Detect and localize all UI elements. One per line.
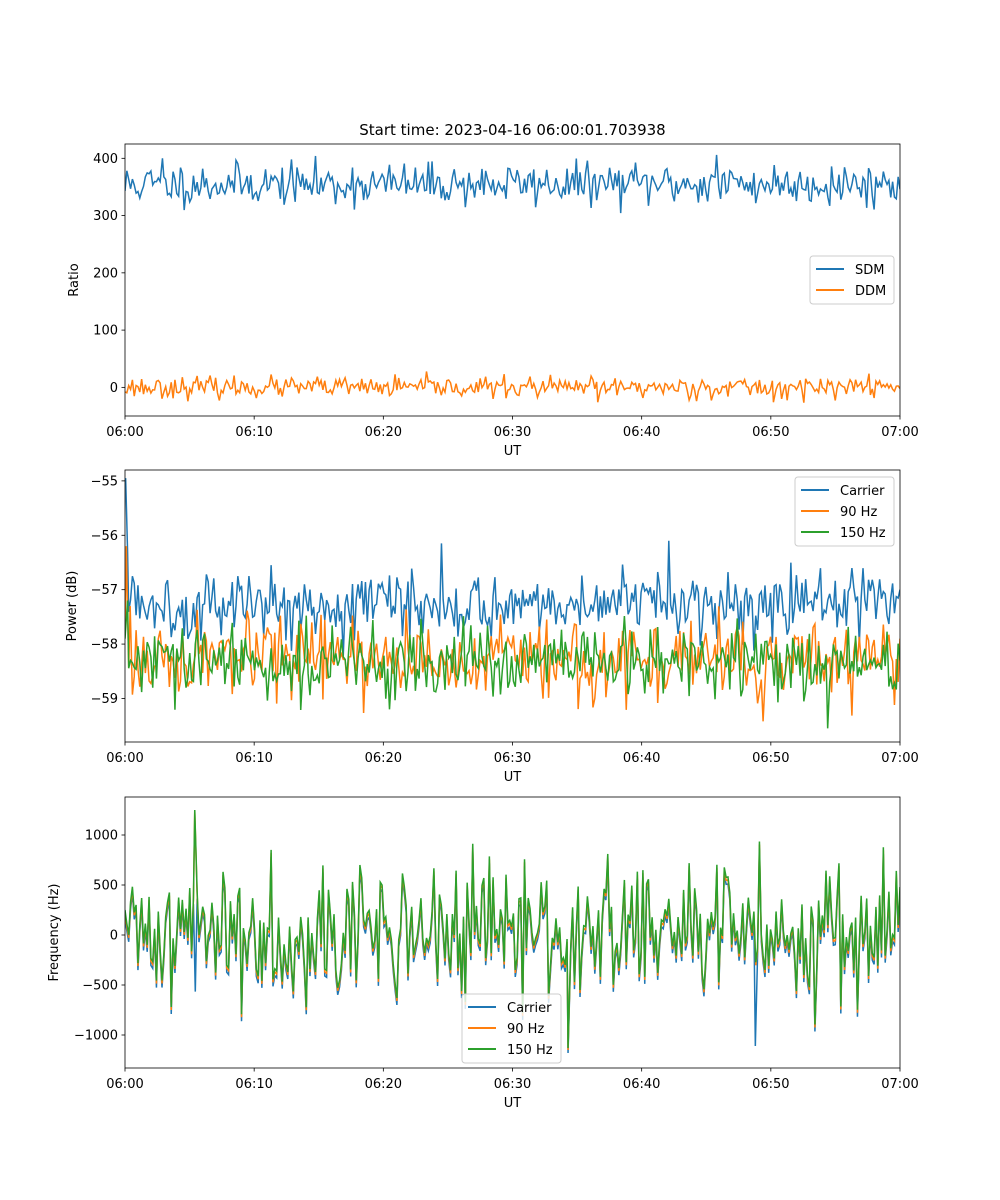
x-tick-label: 06:00: [106, 1077, 143, 1092]
figure-title: Start time: 2023-04-16 06:00:01.703938: [359, 121, 665, 139]
legend: Carrier 90 Hz 150 Hz: [794, 476, 895, 547]
series-line-carrier: [125, 478, 900, 656]
x-tick-label: 06:40: [623, 751, 660, 766]
y-tick-label: 500: [93, 879, 118, 894]
y-tick-label: 100: [93, 324, 118, 339]
x-tick-label: 06:10: [235, 425, 272, 440]
x-tick-label: 06:30: [494, 1077, 531, 1092]
x-tick-label: 07:00: [881, 751, 918, 766]
y-tick-label: 300: [93, 209, 118, 224]
x-axis-label: UT: [504, 444, 522, 459]
y-axis-label: Power (dB): [65, 571, 80, 642]
series-line-sdm: [125, 154, 900, 214]
legend: Carrier 90 Hz 150 Hz: [461, 993, 562, 1064]
y-tick-label: −59: [91, 692, 118, 707]
x-tick-label: 06:10: [235, 751, 272, 766]
legend-label: Carrier: [507, 1001, 552, 1016]
x-tick-label: 06:00: [106, 751, 143, 766]
series-line-150-hz: [125, 809, 900, 1049]
series-line-ddm: [125, 371, 900, 403]
legend-box: [461, 993, 562, 1064]
y-tick-label: −500: [82, 979, 118, 994]
frequency-plot: 06:00 06:10 06:20 06:30 06:40 06:50 07:00 UT −10…: [47, 796, 919, 1111]
x-tick-label: 06:30: [494, 751, 531, 766]
y-axis-label: Ratio: [67, 263, 82, 296]
x-axis-label: UT: [504, 770, 522, 785]
x-tick-label: 06:50: [752, 751, 789, 766]
series-line-150-hz: [125, 600, 900, 729]
y-tick-label: 400: [93, 152, 118, 167]
x-tick-label: 06:40: [623, 1077, 660, 1092]
x-tick-label: 07:00: [881, 425, 918, 440]
legend-box: [794, 476, 895, 547]
x-tick-label: 06:50: [752, 425, 789, 440]
series-line-90-hz: [125, 546, 900, 722]
x-tick-label: 06:20: [365, 1077, 402, 1092]
y-tick-label: −56: [91, 529, 118, 544]
y-tick-label: −55: [91, 474, 118, 489]
x-tick-label: 06:20: [365, 751, 402, 766]
x-tick-label: 06:10: [235, 1077, 272, 1092]
y-tick-label: 0: [110, 929, 118, 944]
legend-label: Carrier: [840, 484, 885, 499]
y-tick-label: −58: [91, 638, 118, 653]
x-axis-label: UT: [504, 1096, 522, 1111]
y-tick-label: 1000: [85, 829, 118, 844]
legend-label: 90 Hz: [507, 1022, 544, 1037]
ratio-plot: 06:00 06:10 06:20 06:30 06:40 06:50 07:00 UT 0 10…: [67, 143, 919, 459]
y-tick-label: 200: [93, 266, 118, 281]
legend-label: SDM: [855, 263, 884, 278]
y-tick-label: −1000: [74, 1029, 118, 1044]
power-plot: 06:00 06:10 06:20 06:30 06:40 06:50 07:00 UT −55…: [65, 469, 919, 785]
y-axis-label: Frequency (Hz): [47, 883, 62, 981]
legend-label: 150 Hz: [507, 1043, 553, 1058]
x-tick-label: 07:00: [881, 1077, 918, 1092]
x-tick-label: 06:30: [494, 425, 531, 440]
legend: SDM DDM: [809, 255, 895, 305]
y-tick-label: −57: [91, 583, 118, 598]
x-tick-label: 06:20: [365, 425, 402, 440]
legend-label: DDM: [855, 284, 886, 299]
x-tick-label: 06:50: [752, 1077, 789, 1092]
legend-label: 90 Hz: [840, 505, 877, 520]
x-tick-label: 06:00: [106, 425, 143, 440]
y-tick-label: 0: [110, 381, 118, 396]
legend-label: 150 Hz: [840, 526, 886, 541]
x-tick-label: 06:40: [623, 425, 660, 440]
